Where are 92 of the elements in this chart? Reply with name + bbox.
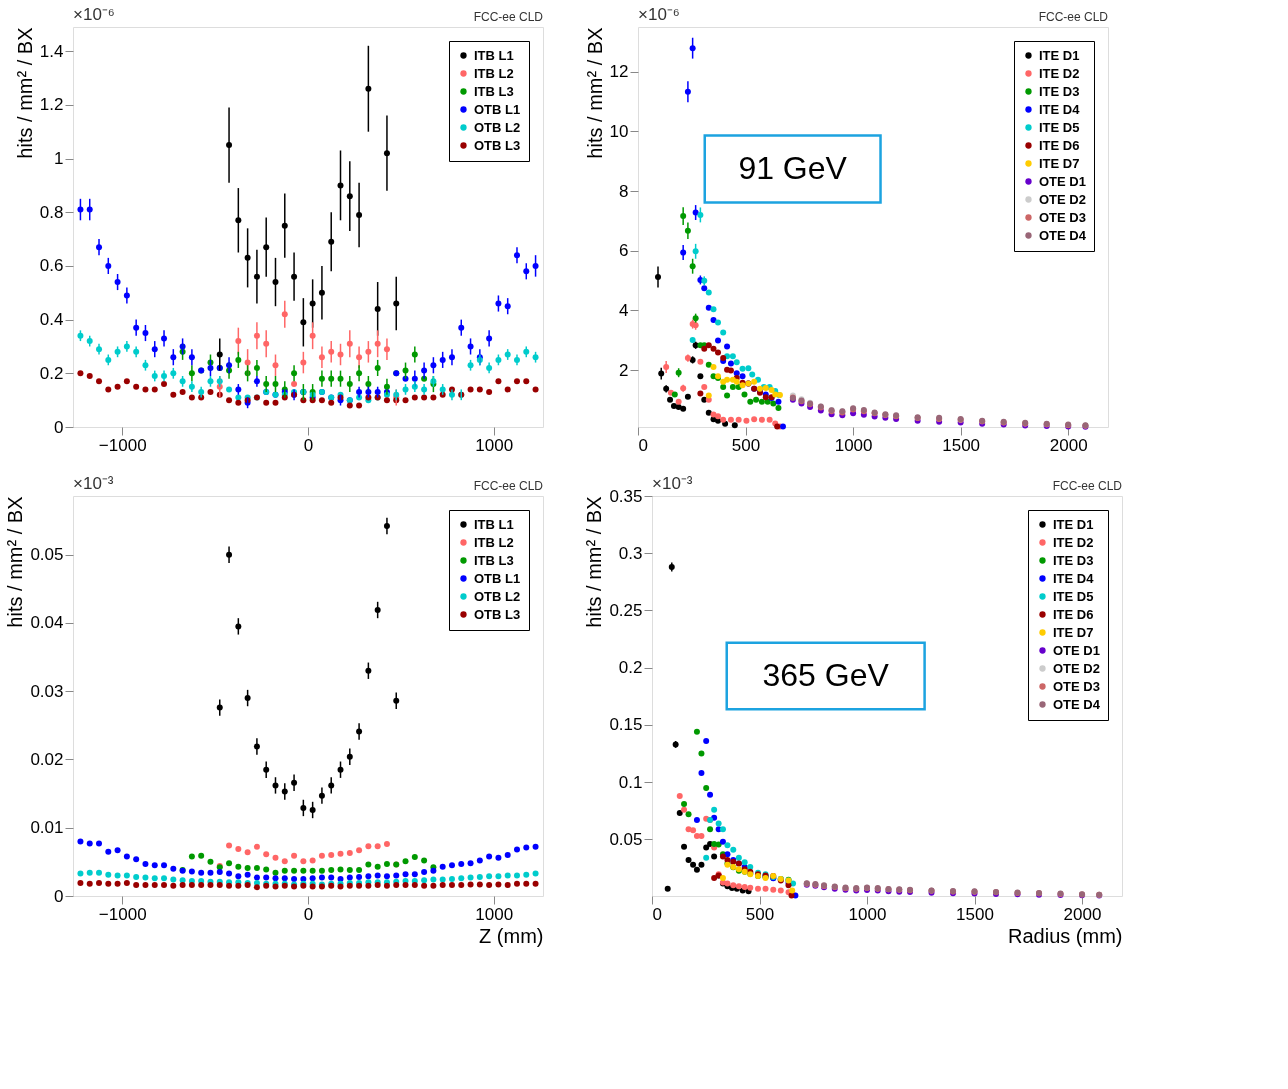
y-tick-label: 0.35 xyxy=(609,486,643,506)
legend-label: OTB L1 xyxy=(474,570,521,586)
legend-label: ITE D3 xyxy=(1053,552,1094,568)
legend-label: ITE D2 xyxy=(1053,534,1094,550)
text: FCC-ee CLD xyxy=(473,10,544,24)
legend-label: OTE D2 xyxy=(1053,660,1100,676)
text: ×10⁻⁶ xyxy=(73,5,115,24)
annotation: 365 GeV xyxy=(762,657,890,693)
legend-label: ITE D4 xyxy=(1053,570,1095,586)
y-tick-label: 0.05 xyxy=(30,545,64,565)
y-tick-label: 0.25 xyxy=(609,600,643,620)
y-tick-label: 0.6 xyxy=(39,256,64,276)
y-tick-label: 4 xyxy=(619,300,629,320)
legend-label: ITE D5 xyxy=(1053,588,1094,604)
y-tick-label: 1 xyxy=(54,149,64,169)
y-tick-label: 0 xyxy=(54,886,64,906)
legend-label: ITB L2 xyxy=(474,534,514,550)
legend-label: OTE D4 xyxy=(1053,696,1101,712)
y-tick-label: 8 xyxy=(619,181,629,201)
x-axis-title: Radius (mm) xyxy=(1008,924,1123,947)
legend-label: OTB L1 xyxy=(474,101,521,117)
text: FCC-ee CLD xyxy=(473,479,544,493)
y-tick-label: 0.05 xyxy=(609,829,643,849)
legend-label: OTE D1 xyxy=(1053,642,1100,658)
text: FCC-ee CLD xyxy=(1038,10,1109,24)
legend-label: ITE D4 xyxy=(1039,101,1081,117)
y-tick-label: 12 xyxy=(609,62,629,82)
y-tick-label: 10 xyxy=(609,121,629,141)
y-tick-label: 0.02 xyxy=(30,749,64,769)
x-tick-label: −1000 xyxy=(98,435,147,455)
legend-label: OTE D1 xyxy=(1039,173,1086,189)
legend-label: ITE D2 xyxy=(1039,65,1080,81)
legend-label: ITE D7 xyxy=(1053,624,1094,640)
y-axis-title: hits / mm² / BX xyxy=(13,27,36,159)
legend-label: ITE D3 xyxy=(1039,83,1080,99)
y-tick-label: 1.2 xyxy=(39,95,64,115)
x-tick-label: 1000 xyxy=(475,435,514,455)
x-tick-label: 0 xyxy=(652,904,662,924)
x-tick-label: 0 xyxy=(303,435,314,455)
y-tick-label: 0.03 xyxy=(30,681,64,701)
annotation: 91 GeV xyxy=(738,150,848,186)
x-tick-label: 2000 xyxy=(1049,435,1088,455)
legend-label: ITE D5 xyxy=(1039,119,1080,135)
y-tick-label: 0.3 xyxy=(618,543,643,563)
legend-label: OTB L3 xyxy=(474,137,521,153)
legend-label: OTE D3 xyxy=(1053,678,1100,694)
y-tick-label: 0.2 xyxy=(618,658,643,678)
y-axis-title: hits / mm² / BX xyxy=(583,27,606,159)
y-tick-label: 0.2 xyxy=(39,363,64,383)
y-axis-title: hits / mm² / BX xyxy=(583,496,606,628)
legend-label: ITE D1 xyxy=(1053,516,1094,532)
y-tick-label: 1.4 xyxy=(39,41,64,61)
legend-label: ITE D7 xyxy=(1039,155,1080,171)
legend-label: ITE D1 xyxy=(1039,47,1080,63)
x-tick-label: 1500 xyxy=(956,904,994,924)
legend-label: OTE D3 xyxy=(1039,209,1086,225)
x-tick-label: 0 xyxy=(303,904,314,924)
y-tick-label: 0 xyxy=(54,417,64,437)
text: FCC-ee CLD xyxy=(1052,479,1123,493)
legend-label: OTB L3 xyxy=(474,606,521,622)
legend-label: ITB L1 xyxy=(474,47,514,63)
y-tick-label: 0.8 xyxy=(39,202,64,222)
legend-label: ITE D6 xyxy=(1039,137,1080,153)
legend-label: OTE D2 xyxy=(1039,191,1086,207)
legend-label: ITE D6 xyxy=(1053,606,1094,622)
x-tick-label: 500 xyxy=(731,435,761,455)
x-axis-title: Z (mm) xyxy=(479,924,544,947)
x-tick-label: 1000 xyxy=(848,904,887,924)
y-tick-label: 2 xyxy=(619,360,629,380)
y-tick-label: 0.01 xyxy=(30,818,64,838)
x-tick-label: 1500 xyxy=(942,435,981,455)
x-tick-label: 500 xyxy=(745,904,775,924)
x-tick-label: 1000 xyxy=(834,435,873,455)
legend-label: OTB L2 xyxy=(474,119,521,135)
y-tick-label: 0.1 xyxy=(618,772,643,792)
legend-label: ITB L3 xyxy=(474,83,514,99)
y-tick-label: 0.04 xyxy=(30,613,64,633)
y-tick-label: 0.4 xyxy=(39,310,64,330)
x-tick-label: −1000 xyxy=(98,904,147,924)
y-tick-label: 6 xyxy=(619,241,629,261)
legend-label: ITB L3 xyxy=(474,552,514,568)
y-axis-title: hits / mm² / BX xyxy=(4,496,27,628)
legend-label: OTE D4 xyxy=(1039,227,1087,243)
text: ×10⁻⁶ xyxy=(638,5,680,24)
text: ×10⁻³ xyxy=(73,474,114,493)
legend-label: OTB L2 xyxy=(474,588,521,604)
x-tick-label: 2000 xyxy=(1063,904,1102,924)
legend-label: ITB L1 xyxy=(474,516,514,532)
x-tick-label: 1000 xyxy=(475,904,514,924)
legend-label: ITB L2 xyxy=(474,65,514,81)
text: ×10⁻³ xyxy=(652,474,693,493)
y-tick-label: 0.15 xyxy=(609,715,643,735)
